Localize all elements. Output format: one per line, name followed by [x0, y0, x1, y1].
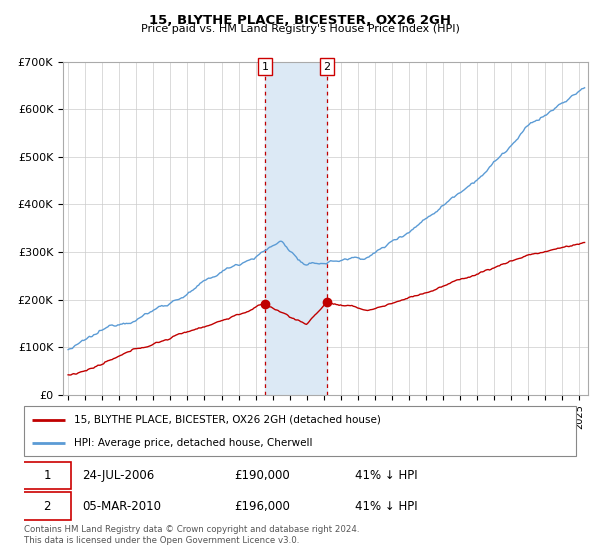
Text: £190,000: £190,000	[234, 469, 290, 482]
Text: 1: 1	[262, 62, 269, 72]
Text: £196,000: £196,000	[234, 500, 290, 513]
Text: 24-JUL-2006: 24-JUL-2006	[82, 469, 154, 482]
Text: 2: 2	[43, 500, 51, 513]
FancyBboxPatch shape	[24, 406, 576, 456]
Text: 15, BLYTHE PLACE, BICESTER, OX26 2GH (detached house): 15, BLYTHE PLACE, BICESTER, OX26 2GH (de…	[74, 414, 380, 424]
FancyBboxPatch shape	[23, 461, 71, 489]
Text: 2: 2	[323, 62, 330, 72]
Text: 41% ↓ HPI: 41% ↓ HPI	[355, 500, 418, 513]
Text: 05-MAR-2010: 05-MAR-2010	[82, 500, 161, 513]
FancyBboxPatch shape	[23, 492, 71, 520]
Text: Price paid vs. HM Land Registry's House Price Index (HPI): Price paid vs. HM Land Registry's House …	[140, 24, 460, 34]
Text: 1: 1	[43, 469, 51, 482]
Text: Contains HM Land Registry data © Crown copyright and database right 2024.
This d: Contains HM Land Registry data © Crown c…	[24, 525, 359, 545]
Text: HPI: Average price, detached house, Cherwell: HPI: Average price, detached house, Cher…	[74, 438, 312, 448]
Bar	[265, 62, 326, 395]
Text: 41% ↓ HPI: 41% ↓ HPI	[355, 469, 418, 482]
Text: 15, BLYTHE PLACE, BICESTER, OX26 2GH: 15, BLYTHE PLACE, BICESTER, OX26 2GH	[149, 14, 451, 27]
